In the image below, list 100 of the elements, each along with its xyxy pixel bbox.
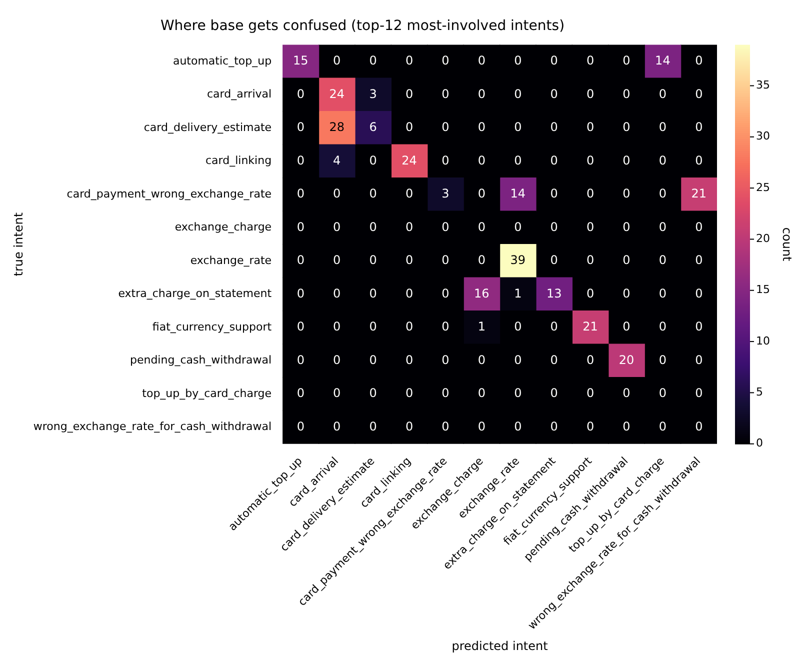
data-label: 0 <box>550 153 558 168</box>
color-bar-label: 10 <box>756 334 770 348</box>
data-label: 0 <box>296 120 304 134</box>
data-label: 1 <box>514 286 522 300</box>
data-label: 0 <box>658 419 667 434</box>
data-label: 0 <box>622 186 630 201</box>
y-tick-label: exchange_rate <box>190 254 272 267</box>
data-label: 0 <box>296 153 304 168</box>
data-label: 16 <box>474 286 490 300</box>
data-label: 0 <box>550 320 558 334</box>
data-label: 0 <box>369 386 377 400</box>
data-label: 0 <box>369 220 377 234</box>
data-label: 0 <box>514 386 522 400</box>
data-label: 0 <box>442 220 450 234</box>
data-label: 0 <box>405 352 414 367</box>
data-label: 0 <box>550 86 558 101</box>
data-label: 0 <box>514 86 522 101</box>
data-label: 0 <box>369 54 377 68</box>
data-label: 0 <box>514 419 522 434</box>
data-label: 0 <box>586 286 594 300</box>
data-label: 0 <box>333 352 341 367</box>
data-label: 0 <box>369 320 377 334</box>
data-label: 28 <box>329 120 345 134</box>
data-label: 0 <box>586 419 594 434</box>
data-label: 20 <box>618 352 634 367</box>
data-label: 4 <box>333 153 341 168</box>
data-label: 0 <box>695 419 703 434</box>
data-label: 0 <box>550 386 558 400</box>
data-label: 0 <box>478 86 486 101</box>
y-tick-label: automatic_top_up <box>172 54 272 68</box>
data-label: 0 <box>369 253 377 268</box>
y-tick-label: top_up_by_card_charge <box>142 386 272 400</box>
data-label: 0 <box>333 54 341 68</box>
data-label: 0 <box>369 186 377 201</box>
data-label: 0 <box>405 186 414 201</box>
data-label: 0 <box>296 86 304 101</box>
data-label: 0 <box>405 320 414 334</box>
color-bar-label: 30 <box>756 130 770 143</box>
data-label: 0 <box>333 386 341 400</box>
data-label: 0 <box>296 320 304 334</box>
data-label: 0 <box>550 186 558 201</box>
data-label: 3 <box>442 186 450 201</box>
data-label: 0 <box>514 320 522 334</box>
data-label: 0 <box>514 120 522 134</box>
data-label: 0 <box>405 120 414 134</box>
data-label: 0 <box>550 120 558 134</box>
data-label: 0 <box>658 352 667 367</box>
data-label: 0 <box>658 320 667 334</box>
data-label: 0 <box>658 186 667 201</box>
data-label: 0 <box>586 54 594 68</box>
data-label: 0 <box>442 286 450 300</box>
data-label: 0 <box>296 419 304 434</box>
data-label: 0 <box>586 352 594 367</box>
y-tick-label: card_linking <box>205 154 272 168</box>
color-bar-label: 25 <box>756 180 770 194</box>
data-label: 0 <box>478 253 486 268</box>
y-tick-label: fiat_currency_support <box>152 320 272 334</box>
y-axis-title: true intent <box>11 212 26 276</box>
data-label: 0 <box>622 386 630 400</box>
data-label: 0 <box>695 352 703 367</box>
data-label: 0 <box>478 120 486 134</box>
data-label: 1 <box>478 320 486 334</box>
data-label: 0 <box>658 153 667 168</box>
data-label: 0 <box>550 352 558 367</box>
data-label: 0 <box>369 419 377 434</box>
data-label: 21 <box>691 186 707 201</box>
data-label: 0 <box>514 352 522 367</box>
data-label: 0 <box>442 419 450 434</box>
data-label: 0 <box>550 220 558 234</box>
y-tick-label: card_delivery_estimate <box>144 120 272 134</box>
data-label: 14 <box>510 186 526 201</box>
data-label: 0 <box>695 220 703 234</box>
data-label: 0 <box>405 220 414 234</box>
data-label: 0 <box>369 286 377 300</box>
data-label: 0 <box>695 54 703 68</box>
data-label: 0 <box>442 54 450 68</box>
data-label: 0 <box>695 386 703 400</box>
data-label: 0 <box>658 120 667 134</box>
data-label: 0 <box>296 352 304 367</box>
data-label: 0 <box>695 120 703 134</box>
data-label: 0 <box>658 286 667 300</box>
data-label: 0 <box>333 186 341 201</box>
x-axis-title: predicted intent <box>452 638 548 653</box>
data-label: 0 <box>478 186 486 201</box>
data-label: 0 <box>442 86 450 101</box>
data-label: 0 <box>550 54 558 68</box>
data-label: 0 <box>405 386 414 400</box>
data-label: 0 <box>514 153 522 168</box>
data-label: 0 <box>478 153 486 168</box>
data-label: 0 <box>695 253 703 268</box>
data-label: 0 <box>478 419 486 434</box>
data-label: 0 <box>622 54 630 68</box>
data-label: 0 <box>550 253 558 268</box>
data-label: 0 <box>622 320 630 334</box>
data-label: 0 <box>405 286 414 300</box>
data-label: 0 <box>695 86 703 101</box>
data-label: 0 <box>586 153 594 168</box>
y-tick-label: extra_charge_on_statement <box>118 287 272 300</box>
data-label: 39 <box>510 253 526 268</box>
data-label: 0 <box>695 153 703 168</box>
